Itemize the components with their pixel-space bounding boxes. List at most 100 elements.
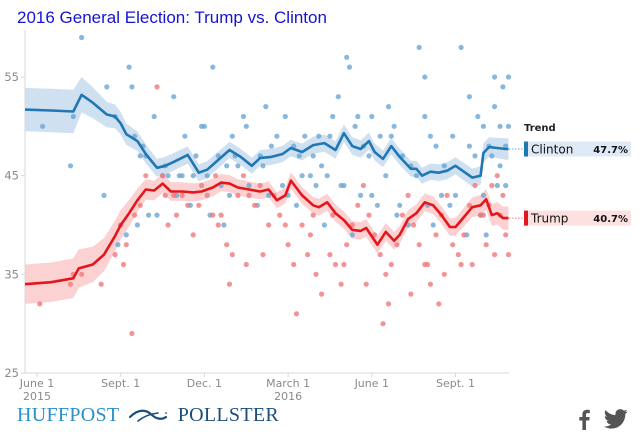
poll-point-trump (143, 173, 149, 179)
poll-point-clinton (438, 192, 445, 198)
poll-point-trump (252, 202, 258, 208)
poll-point-trump (132, 212, 138, 218)
poll-point-trump (338, 281, 344, 287)
poll-point-clinton (171, 94, 177, 100)
poll-point-clinton (126, 64, 132, 70)
poll-point-clinton (433, 143, 439, 149)
poll-point-trump (246, 192, 252, 198)
poll-point-trump (112, 252, 118, 258)
poll-point-trump (405, 192, 411, 198)
poll-point-clinton (67, 163, 74, 169)
poll-point-trump (240, 173, 247, 179)
poll-point-clinton (70, 113, 76, 120)
poll-point-trump (388, 261, 394, 268)
poll-point-trump (305, 252, 311, 258)
poll-point-trump (319, 291, 325, 297)
poll-point-trump (79, 271, 85, 277)
poll-point-trump (210, 212, 216, 218)
poll-point-trump (307, 232, 313, 238)
poll-point-trump (229, 252, 235, 258)
confidence-bands (25, 77, 509, 304)
poll-point-trump (377, 252, 383, 258)
poll-point-trump (293, 311, 300, 317)
poll-point-clinton (483, 232, 489, 238)
poll-point-trump (199, 182, 205, 189)
legend-entry-clinton[interactable]: Clinton 47.7% (509, 141, 631, 157)
poll-point-trump (472, 182, 478, 189)
poll-point-clinton (229, 133, 235, 139)
confidence-band-clinton (25, 77, 509, 187)
poll-point-clinton (240, 113, 247, 120)
huffpost-pollster-logo[interactable]: HUFFPOST POLLSTER (17, 404, 279, 427)
poll-point-clinton (316, 133, 322, 139)
axes (24, 30, 509, 374)
poll-point-clinton (282, 113, 288, 120)
poll-point-clinton (321, 222, 327, 228)
x-tick-label: March 1 (266, 377, 310, 390)
poll-point-clinton (146, 212, 152, 218)
poll-point-clinton (243, 123, 249, 129)
poll-point-clinton (344, 54, 350, 60)
legend-entry-trump[interactable]: Trump 40.7% (509, 210, 631, 226)
poll-point-clinton (355, 113, 361, 120)
poll-point-clinton (416, 44, 422, 51)
legend-value-clinton: 47.7% (593, 145, 628, 156)
poll-point-clinton (397, 202, 403, 208)
facebook-icon[interactable] (577, 408, 591, 430)
poll-point-clinton (263, 104, 269, 110)
y-tick-label: 35 (4, 267, 19, 281)
poll-point-clinton (422, 74, 428, 80)
poll-point-trump (282, 222, 288, 228)
poll-point-clinton (480, 192, 486, 198)
poll-point-clinton (430, 222, 436, 228)
poll-point-clinton (151, 113, 157, 120)
poll-point-clinton (497, 163, 503, 169)
legend-box-trump (524, 210, 631, 226)
poll-point-trump (380, 321, 386, 327)
poll-point-clinton (104, 84, 110, 90)
poll-point-clinton (224, 163, 230, 169)
poll-point-trump (503, 232, 509, 238)
poll-point-trump (162, 192, 168, 198)
poll-point-trump (492, 252, 498, 258)
poll-point-clinton (427, 133, 433, 139)
poll-point-trump (235, 192, 241, 198)
poll-point-clinton (335, 94, 341, 100)
poll-point-clinton (358, 192, 364, 198)
poll-point-trump (436, 301, 442, 307)
poll-point-clinton (458, 44, 464, 51)
poll-point-clinton (385, 104, 392, 110)
x-tick-label: Sept. 1 (101, 377, 140, 390)
poll-point-trump (213, 173, 219, 179)
twitter-icon[interactable] (604, 408, 628, 430)
poll-point-clinton (129, 84, 135, 90)
poll-points (37, 34, 512, 337)
x-tick-label: Dec. 1 (187, 377, 222, 390)
poll-point-trump (355, 202, 361, 208)
poll-point-clinton (154, 212, 160, 218)
poll-point-clinton (310, 153, 316, 159)
poll-point-clinton (182, 133, 188, 139)
poll-point-clinton (352, 123, 358, 129)
poll-point-trump (291, 261, 297, 268)
poll-point-clinton (179, 173, 185, 179)
poll-point-trump (67, 281, 74, 287)
poll-point-trump (327, 252, 333, 258)
poll-point-trump (433, 232, 439, 238)
poll-point-clinton (115, 242, 121, 248)
poll-point-clinton (299, 173, 305, 179)
poll-point-clinton (369, 192, 375, 198)
poll-point-trump (366, 212, 372, 218)
trend-lines (24, 93, 509, 286)
poll-point-trump (385, 301, 392, 307)
poll-point-clinton (388, 133, 394, 139)
poll-point-clinton (492, 74, 498, 80)
poll-point-trump (196, 202, 202, 208)
poll-point-clinton (324, 173, 330, 179)
poll-point-clinton (123, 232, 129, 238)
poll-point-clinton (441, 163, 447, 169)
poll-point-clinton (296, 153, 302, 159)
poll-point-trump (363, 281, 369, 287)
poll-point-clinton (466, 94, 472, 100)
